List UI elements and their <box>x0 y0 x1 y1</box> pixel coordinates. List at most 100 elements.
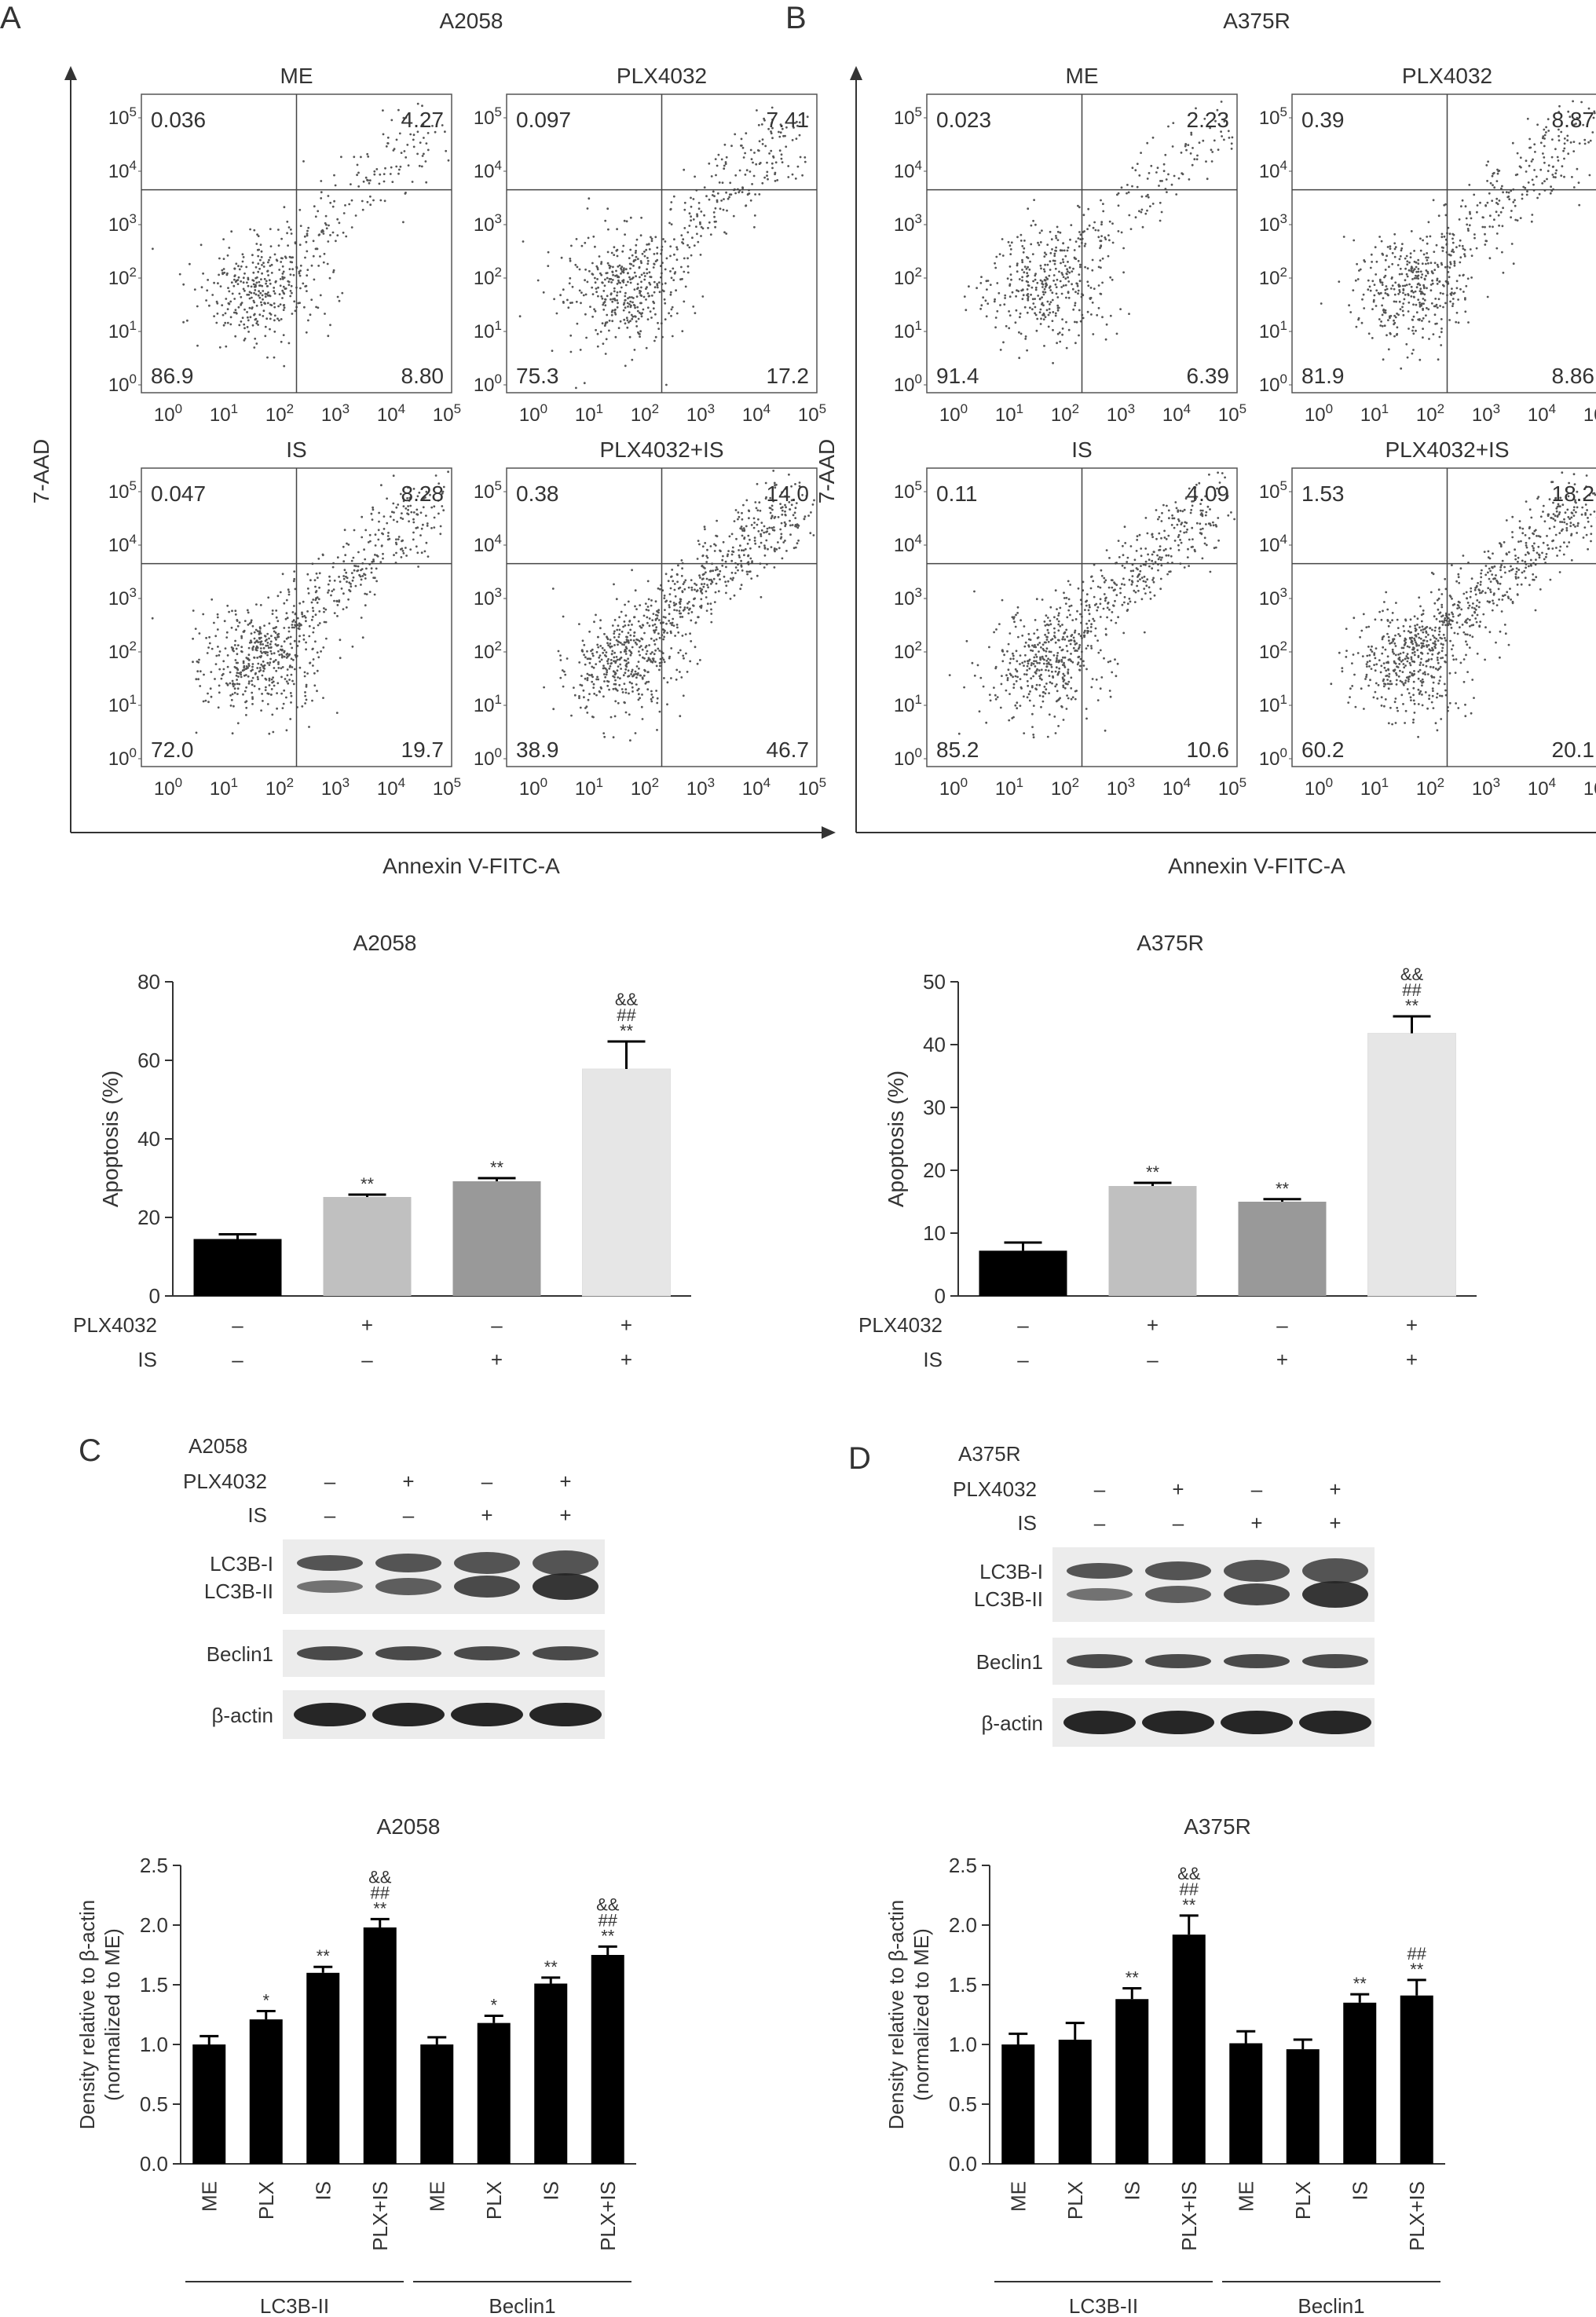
dot <box>388 537 391 540</box>
dot <box>1417 258 1420 262</box>
dot <box>646 262 650 265</box>
dot <box>609 277 613 280</box>
dot <box>266 703 269 705</box>
dot <box>243 620 247 622</box>
dot <box>257 262 260 265</box>
dot <box>399 492 402 496</box>
dot <box>1402 302 1405 305</box>
dot <box>1422 292 1424 295</box>
dot <box>252 645 255 648</box>
dot <box>730 577 732 580</box>
dot <box>1006 650 1008 653</box>
dot <box>650 653 652 655</box>
dot <box>1163 536 1166 539</box>
dot <box>207 692 209 695</box>
dot <box>368 181 371 185</box>
dot <box>1068 271 1071 274</box>
dot <box>610 313 613 317</box>
dot <box>1462 680 1466 683</box>
dot <box>1407 269 1411 272</box>
dot <box>1403 630 1406 632</box>
dot <box>1413 276 1416 280</box>
dot <box>963 686 965 689</box>
dot <box>1045 650 1048 653</box>
dot <box>236 667 238 669</box>
dot <box>260 250 263 253</box>
dot <box>1008 693 1011 695</box>
dot <box>1459 274 1461 277</box>
dot <box>771 526 774 529</box>
dot <box>600 273 603 276</box>
dot <box>637 620 640 623</box>
dot <box>1410 285 1413 288</box>
dot <box>1543 134 1547 137</box>
dot <box>1592 116 1595 119</box>
dot <box>700 235 702 237</box>
dot <box>247 316 249 319</box>
dot <box>379 199 383 202</box>
dot <box>395 165 398 168</box>
dot <box>1451 305 1454 307</box>
dot <box>999 349 1002 351</box>
dot <box>236 620 239 622</box>
dot <box>291 261 294 264</box>
dot <box>1096 639 1099 642</box>
y-tick-label: 102 <box>108 265 137 289</box>
dot <box>750 524 753 526</box>
dot <box>583 382 586 385</box>
dot <box>618 628 621 631</box>
dot <box>1044 633 1046 636</box>
dot <box>1185 148 1188 152</box>
dot <box>1488 567 1491 570</box>
dot <box>1140 210 1143 214</box>
dot <box>289 290 292 292</box>
dot <box>612 265 614 269</box>
dot <box>1126 602 1129 606</box>
dot <box>1406 260 1409 263</box>
quadrant-ul-value: 0.11 <box>936 481 977 506</box>
dot <box>1541 551 1543 555</box>
dot <box>1226 496 1228 500</box>
dot <box>668 593 672 595</box>
dot <box>613 583 615 586</box>
dot <box>1455 246 1458 249</box>
dot <box>1393 335 1396 338</box>
dot <box>269 640 273 643</box>
dot <box>1023 306 1027 309</box>
dot <box>1044 692 1047 695</box>
dot <box>753 522 756 524</box>
dot <box>314 640 317 643</box>
dot <box>1194 497 1196 500</box>
dot <box>580 291 583 294</box>
dot <box>569 259 572 262</box>
dot <box>728 535 731 538</box>
dot <box>205 636 207 639</box>
dot <box>1381 324 1384 328</box>
dot <box>1053 616 1056 619</box>
dot <box>702 585 705 588</box>
dot <box>771 529 774 532</box>
dot <box>1122 554 1125 557</box>
dot <box>1031 298 1034 301</box>
dot <box>1018 331 1020 334</box>
dot <box>261 284 264 287</box>
dot <box>1042 268 1045 271</box>
dot <box>1545 131 1547 134</box>
dot <box>663 595 666 597</box>
dot <box>265 317 269 320</box>
dot <box>1034 274 1037 277</box>
dot <box>1078 245 1081 248</box>
dot <box>805 495 808 497</box>
dot <box>336 218 339 221</box>
dot <box>294 587 297 591</box>
dot <box>216 312 219 315</box>
dot <box>258 636 261 639</box>
dot <box>998 253 1001 255</box>
dot <box>623 620 626 623</box>
dot <box>689 632 691 635</box>
dot <box>1525 170 1528 173</box>
dot <box>656 246 659 249</box>
dot <box>311 699 313 702</box>
dot <box>1043 686 1046 688</box>
dot <box>1431 694 1434 697</box>
